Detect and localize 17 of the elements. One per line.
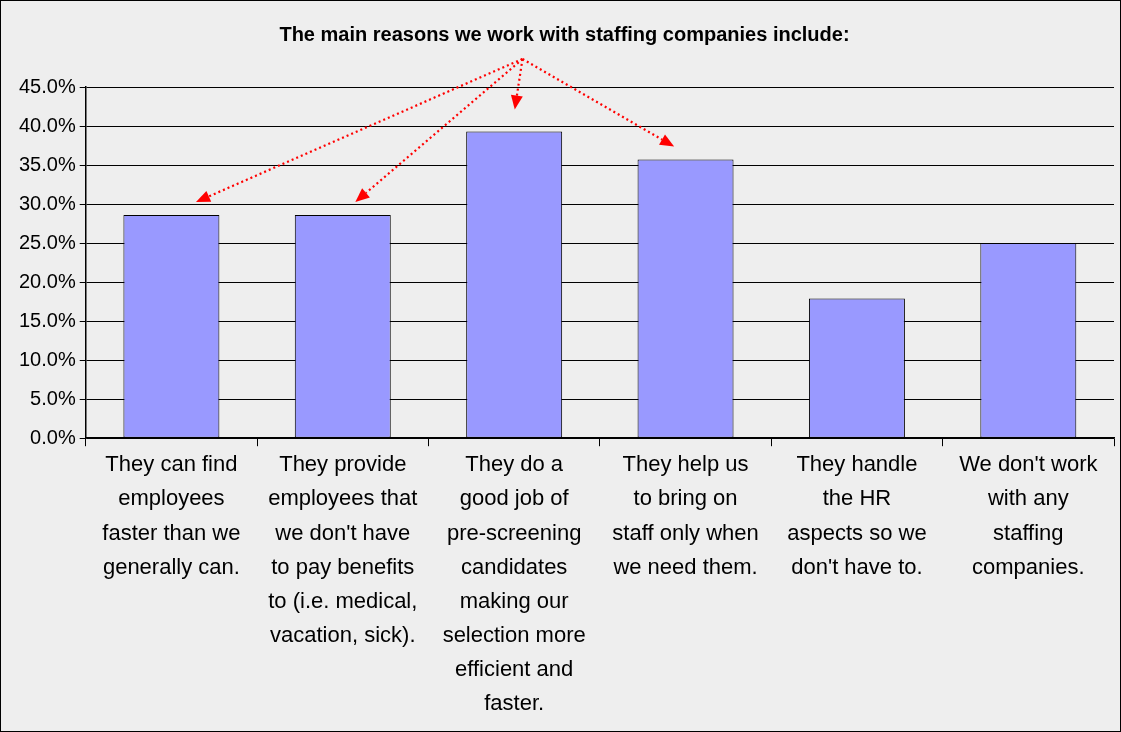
y-tick-label: 30.0% — [18, 191, 76, 214]
x-tick-label: We don't work with any staffing companies. — [959, 451, 1099, 579]
x-tick-label: They can find employees faster than we generally can. — [102, 451, 241, 579]
y-tick-label: 10.0% — [18, 347, 76, 370]
x-tick-label: They provide employees that we don't have to pay benefits to (i.e. medical, vacation, sick). — [268, 451, 418, 647]
y-tick-label: 45.0% — [18, 74, 76, 97]
y-tick-label: 35.0% — [18, 152, 76, 175]
y-tick-label: 5.0% — [30, 386, 76, 409]
x-tick-label: They help us to bring on staff only when we need them. — [612, 451, 759, 579]
y-tick-label: 20.0% — [18, 269, 76, 292]
x-tick-label: They do a good job of pre-screening candidates making our selection more efficient and faster. — [442, 451, 586, 716]
y-tick-label: 40.0% — [18, 113, 76, 136]
y-tick-label: 15.0% — [18, 308, 76, 331]
y-tick-label: 25.0% — [18, 230, 76, 253]
y-tick-label: 0.0% — [30, 425, 76, 448]
chart-title: The main reasons we work with staffing companies include: — [279, 22, 850, 45]
x-tick-label: They handle the HR aspects so we don't have to. — [787, 451, 927, 579]
